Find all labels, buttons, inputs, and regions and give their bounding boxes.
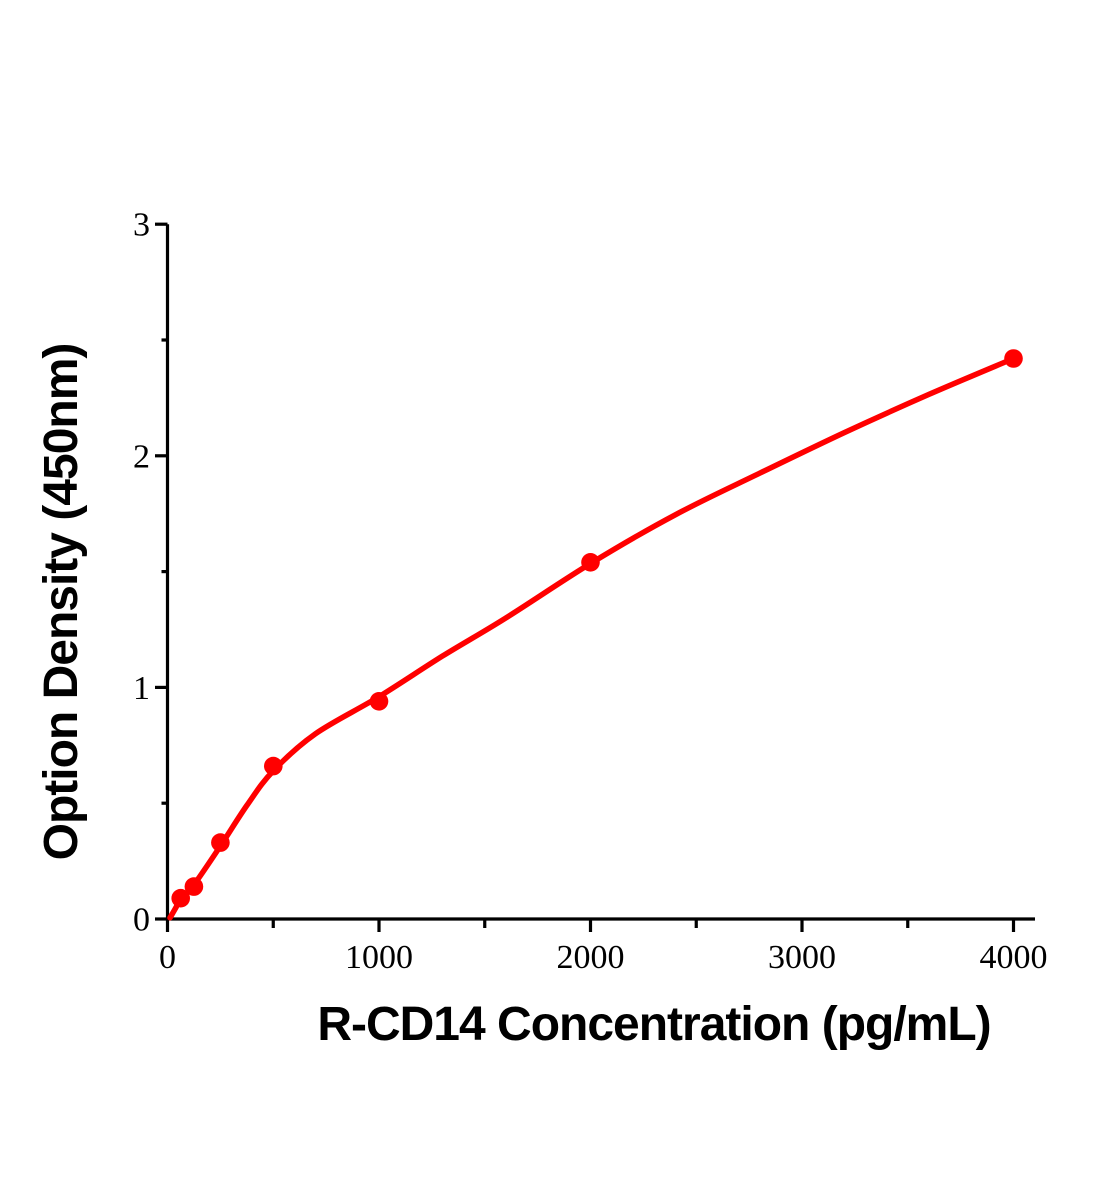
y-tick-label: 2 [133, 438, 150, 475]
data-point [171, 888, 190, 908]
plot-layer [167, 349, 1023, 921]
x-tick-label: 1000 [345, 939, 413, 976]
x-tick-label: 4000 [980, 939, 1048, 976]
y-tick-label: 1 [133, 670, 150, 707]
data-point [581, 553, 600, 572]
data-point [264, 756, 283, 776]
y-tick-label: 3 [133, 207, 150, 244]
x-tick-label: 2000 [557, 939, 625, 976]
data-point [184, 877, 204, 896]
y-axis-title: Option Density (450nm) [35, 344, 88, 861]
data-point [369, 692, 389, 711]
x-tick-label: 0 [159, 939, 176, 976]
x-axis-title: R-CD14 Concentration (pg/mL) [317, 998, 990, 1051]
data-point [211, 833, 230, 852]
axis-spines [165, 224, 1035, 921]
fit-curve [167, 355, 1017, 921]
x-tick-label: 3000 [768, 939, 836, 976]
data-point [1004, 349, 1023, 368]
axes-layer: 0 1 2 3 0 1000 2000 3000 4000 [133, 207, 1048, 976]
y-tick-label: 0 [133, 902, 150, 939]
